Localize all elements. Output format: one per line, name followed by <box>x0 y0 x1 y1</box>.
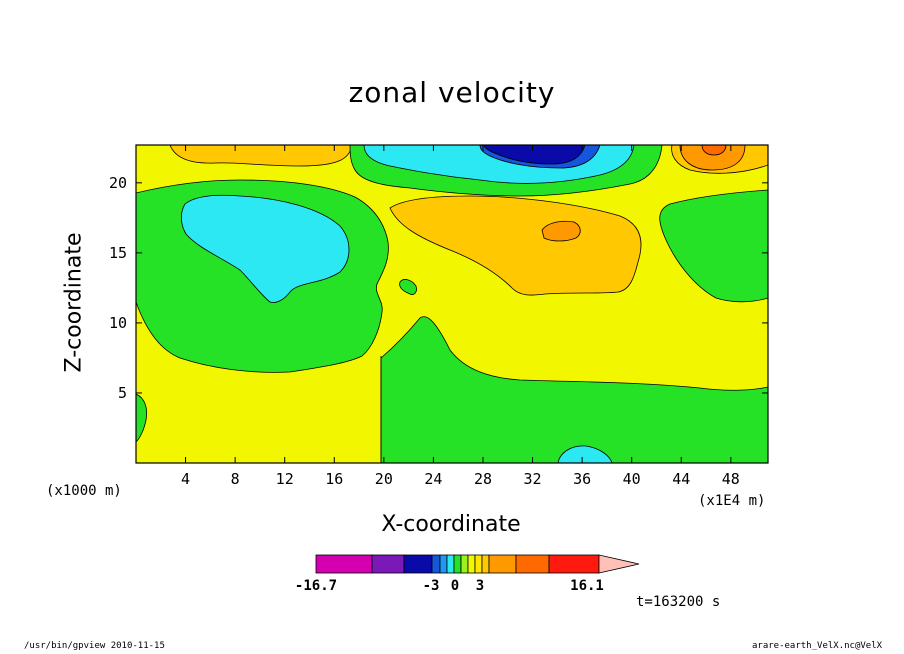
x-tick-label: 28 <box>474 470 492 488</box>
colorbar-segment <box>488 554 517 574</box>
x-axis-label: X-coordinate <box>0 512 904 537</box>
x-tick-label: 24 <box>424 470 442 488</box>
region-green-spot <box>399 279 417 295</box>
time-label: t=163200 s <box>636 594 721 610</box>
y-axis-label: Z-coordinate <box>61 232 87 373</box>
y-tick-label: 20 <box>109 174 127 192</box>
x-axis-ticks: 4 8 12 16 20 24 28 32 36 40 44 48 <box>181 145 740 488</box>
plot-frame <box>135 144 769 464</box>
colorbar-segment <box>403 554 433 574</box>
colorbar-segment <box>467 554 476 574</box>
region-darkorange-top-right <box>679 145 746 171</box>
x-unit-label: (x1E4 m) <box>698 493 766 509</box>
footer-left-text: /usr/bin/gpview 2010-11-15 <box>24 641 165 651</box>
y-tick-label: 10 <box>109 314 127 332</box>
colorbar-segment <box>431 554 441 574</box>
y-tick-label: 5 <box>118 384 127 402</box>
x-axis-label-text: X-coordinate <box>381 512 521 537</box>
region-green-right <box>659 189 768 303</box>
region-cyan-bottom <box>557 445 613 463</box>
y-axis-ticks: 5 10 15 20 <box>109 174 768 402</box>
region-green-bottom-right <box>380 316 768 463</box>
chart-title: zonal velocity <box>348 76 556 109</box>
region-darkblue-top-center <box>483 145 586 165</box>
colorbar-segment <box>453 554 462 574</box>
x-tick-label: 36 <box>573 470 591 488</box>
x-tick-label: 44 <box>672 470 690 488</box>
colorbar-arrow <box>598 554 640 574</box>
region-red-top-right <box>701 145 727 156</box>
colorbar-max-label: 16.1 <box>570 578 604 594</box>
x-tick-label: 4 <box>181 470 190 488</box>
colorbar-segment <box>315 554 373 574</box>
x-tick-label: 8 <box>231 470 240 488</box>
colorbar-min-label: -16.7 <box>294 578 338 594</box>
colorbar-segment <box>439 554 448 574</box>
contour-field <box>136 145 768 463</box>
colorbar-segment <box>515 554 550 574</box>
colorbar-tick-label: 3 <box>475 578 485 594</box>
x-tick-label: 20 <box>375 470 393 488</box>
colorbar <box>315 554 640 574</box>
colorbar-segment <box>481 554 490 574</box>
x-tick-label: 40 <box>623 470 641 488</box>
colorbar-tick-label: 0 <box>450 578 460 594</box>
colorbar-segment <box>474 554 483 574</box>
region-orange-center <box>389 195 642 296</box>
region-green-left-edge <box>136 393 147 443</box>
y-unit-label: (x1000 m) <box>46 483 122 499</box>
colorbar-segment <box>460 554 469 574</box>
y-tick-label: 15 <box>109 244 127 262</box>
region-cyan-left <box>180 194 350 303</box>
x-tick-label: 12 <box>276 470 294 488</box>
footer-right-text: arare-earth_VelX.nc@VelX <box>752 641 883 651</box>
colorbar-segment <box>371 554 405 574</box>
region-darkorange-center <box>541 220 581 242</box>
x-tick-label: 48 <box>722 470 740 488</box>
colorbar-segment <box>548 554 600 574</box>
colorbar-segment <box>446 554 455 574</box>
colorbar-tick-label: -3 <box>422 578 440 594</box>
region-orange-top-left <box>169 145 353 167</box>
x-tick-label: 16 <box>325 470 343 488</box>
x-tick-label: 32 <box>524 470 542 488</box>
